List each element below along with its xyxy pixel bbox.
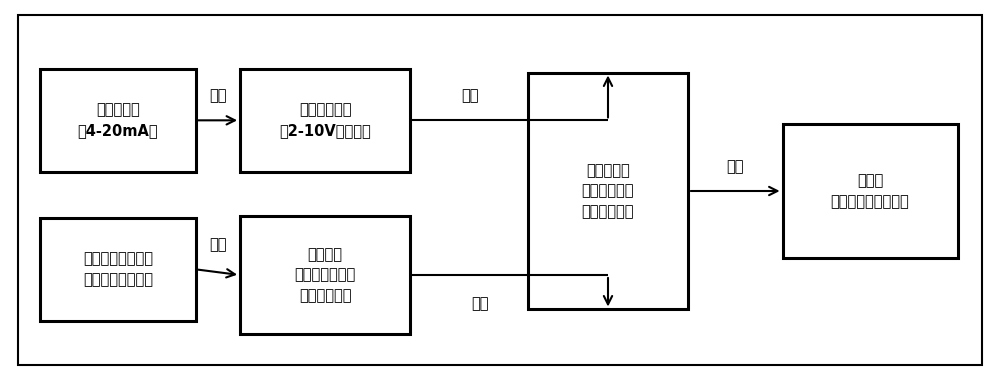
Text: 光纤: 光纤 — [209, 237, 226, 252]
Text: 振动传感器
（4-20mA）: 振动传感器 （4-20mA） — [78, 103, 158, 138]
Text: 电缆: 电缆 — [209, 88, 226, 103]
Text: 上位机
（数据计算和分析）: 上位机 （数据计算和分析） — [831, 173, 909, 209]
Text: 网线: 网线 — [726, 159, 744, 174]
Text: 光纤: 光纤 — [471, 296, 489, 311]
FancyBboxPatch shape — [240, 69, 410, 172]
FancyBboxPatch shape — [40, 69, 196, 172]
FancyBboxPatch shape — [18, 15, 982, 365]
Text: 合并单元
（通过协议传输
一次电流值）: 合并单元 （通过协议传输 一次电流值） — [294, 247, 356, 303]
FancyBboxPatch shape — [528, 73, 688, 309]
FancyBboxPatch shape — [240, 216, 410, 334]
Text: 远端采集模块
（2-10V数字量）: 远端采集模块 （2-10V数字量） — [279, 103, 371, 138]
Text: 电子式电流互感器
（一次输出电流）: 电子式电流互感器 （一次输出电流） — [83, 252, 153, 287]
FancyBboxPatch shape — [40, 218, 196, 321]
Text: 主测试模块
（高精度数字
量采集板卡）: 主测试模块 （高精度数字 量采集板卡） — [582, 163, 634, 219]
FancyBboxPatch shape — [782, 124, 958, 258]
Text: 光纤: 光纤 — [461, 88, 479, 103]
